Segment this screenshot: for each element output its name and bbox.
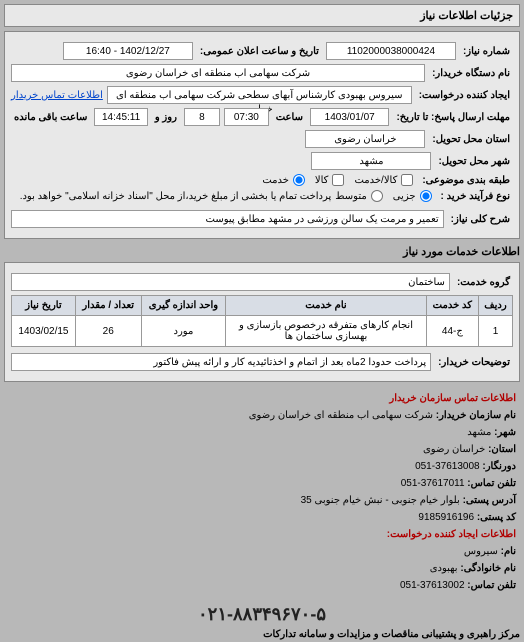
fax-value: 37613008-051 [415,461,480,472]
deadline-date-field: 1403/01/07 [310,108,389,126]
service-group-label: گروه خدمت: [454,277,513,288]
process-note: پرداخت تمام یا بخشی از مبلغ خرید،از محل … [20,191,332,202]
fax-label: دورنگار: [482,461,516,472]
buyer-contact-link[interactable]: اطلاعات تماس خریدار [11,90,103,101]
lname-label: نام خانوادگی: [460,563,516,574]
need-info-panel: شماره نیاز: 1102000038000424 تاریخ و ساع… [4,31,520,239]
cell-code: ج-44 [426,316,478,347]
ctel-value: 37613002-051 [400,580,465,591]
contact-city-label: شهر: [494,427,516,438]
process-partial[interactable]: جزیی [393,190,434,202]
services-table: ردیف کد خدمت نام خدمت واحد اندازه گیری ت… [11,295,513,347]
buyer-field: شرکت سهامی اب منطقه ای خراسان رضوی [11,64,425,82]
support-phone: ۰۲۱-۸۸۳۴۹۶۷۰-۵ [0,602,524,627]
process-medium-radio[interactable] [371,190,383,202]
col-unit: واحد اندازه گیری [141,296,226,316]
remaining-label: ساعت باقی مانده [11,112,90,123]
tel-label: تلفن تماس: [467,478,516,489]
deadline-label: مهلت ارسال پاسخ: تا تاریخ: [393,112,513,123]
col-code: کد خدمت [426,296,478,316]
need-number-field: 1102000038000424 [326,42,456,60]
cell-row: 1 [479,316,513,347]
category-goods[interactable]: کالا [315,174,347,186]
contact-prov-value: خراسان رضوی [423,444,485,455]
process-group: جزیی متوسط [335,190,433,202]
city-field: مشهد [311,152,431,170]
cell-name: انجام کارهای متفرقه درخصوص بازسازی و بهس… [226,316,426,347]
description-label: شرح کلی نیاز: [448,214,513,225]
category-service[interactable]: خدمت [262,174,307,186]
buyer-label: نام دستگاه خریدار: [429,68,513,79]
category-both[interactable]: کالا/خدمت [354,174,415,186]
time-label-1: ساعت [273,112,306,123]
need-number-label: شماره نیاز: [460,46,513,57]
process-label: نوع فرآیند خرید : [438,191,513,202]
buyer-notes-label: توضیحات خریدار: [435,357,513,368]
process-medium[interactable]: متوسط [335,190,384,202]
fname-label: نام: [501,546,516,557]
cell-qty: 26 [75,316,141,347]
lname-value: بهبودی [430,563,458,574]
contact-block: اطلاعات تماس سازمان خریدار نام سازمان خر… [4,386,520,598]
services-section-title: اطلاعات خدمات مورد نیاز [4,245,520,258]
cell-date: 1403/02/15 [12,316,76,347]
days-field: 8 [184,108,220,126]
cell-unit: مورد [141,316,226,347]
contact-prov-label: استان: [488,444,516,455]
province-label: استان محل تحویل: [429,134,513,145]
category-both-check[interactable] [401,174,413,186]
ctel-label: تلفن تماس: [467,580,516,591]
creator-label: ایجاد کننده درخواست: [416,90,513,101]
org-value: شرکت سهامی اب منطقه ای خراسان رضوی [249,410,433,421]
fname-value: سیروس [464,546,498,557]
col-name: نام خدمت [226,296,426,316]
city-label: شهر محل تحویل: [435,156,513,167]
services-panel: گروه خدمت: ساختمان ردیف کد خدمت نام خدمت… [4,262,520,382]
publish-date-label: تاریخ و ساعت اعلان عمومی: [197,46,322,57]
province-field: خراسان رضوی [305,130,425,148]
support-subtitle: مرکز راهبری و پشتیبانی مناقصات و مزایدات… [4,629,520,640]
table-header-row: ردیف کد خدمت نام خدمت واحد اندازه گیری ت… [12,296,513,316]
addr-value: بلوار خیام جنوبی - نبش خیام جنوبی 35 [301,495,460,506]
tel-value: 37617011-051 [401,478,465,489]
post-value: 9185916196 [418,512,474,523]
page-title: جزئیات اطلاعات نیاز [4,4,520,27]
col-row: ردیف [479,296,513,316]
days-and-label: روز و [152,112,180,123]
process-partial-radio[interactable] [420,190,432,202]
buyer-notes-field: پرداخت حدودا 2ماه بعد از اتمام و اخذتائی… [11,353,431,371]
category-service-radio[interactable] [293,174,305,186]
description-field: تعمیر و مرمت یک سالن ورزشی در مشهد مطابق… [11,210,444,228]
col-qty: تعداد / مقدار [75,296,141,316]
remaining-time-field: 14:45:11 [94,108,147,126]
publish-date-field: 1402/12/27 - 16:40 [63,42,193,60]
creator-section-header: اطلاعات ایجاد کننده درخواست: [8,526,516,543]
deadline-time-field: 07:30 [224,108,269,126]
col-date: تاریخ نیاز [12,296,76,316]
org-label: نام سازمان خریدار: [436,410,516,421]
contact-city-value: مشهد [467,427,491,438]
addr-label: آدرس پستی: [463,495,516,506]
category-goods-check[interactable] [332,174,344,186]
contact-header: اطلاعات تماس سازمان خریدار [8,390,516,407]
category-group: کالا/خدمت کالا خدمت [262,174,415,186]
post-label: کد پستی: [477,512,516,523]
table-row: 1 ج-44 انجام کارهای متفرقه درخصوص بازساز… [12,316,513,347]
category-label: طبقه بندی موضوعی: [419,175,513,186]
creator-field: سیروس بهبودی کارشناس آبهای سطحی شرکت سها… [107,86,412,104]
service-group-field: ساختمان [11,273,450,291]
